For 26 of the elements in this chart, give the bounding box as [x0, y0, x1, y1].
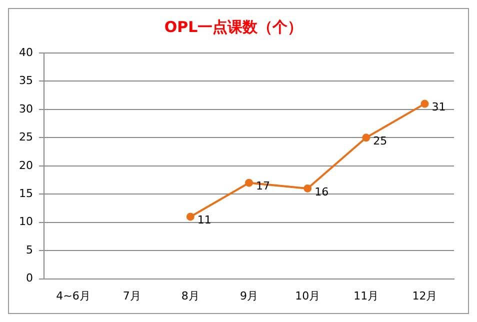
x-tick-label: 12月	[412, 289, 438, 302]
x-tick-label: 7月	[122, 289, 141, 302]
y-tick-label: 5	[26, 243, 33, 256]
x-tick-label: 10月	[295, 289, 320, 302]
data-label: 25	[373, 134, 388, 148]
y-tick-label: 10	[18, 215, 33, 228]
point	[362, 134, 370, 142]
y-tick-label: 30	[18, 102, 33, 116]
data-label: 11	[197, 214, 212, 227]
y-tick-label: 20	[18, 158, 33, 172]
data-label: 16	[314, 185, 329, 198]
x-tick-label: 8月	[181, 289, 200, 302]
y-tick-label: 40	[18, 46, 33, 59]
point	[304, 184, 312, 192]
point	[186, 212, 194, 221]
x-tick-label: 9月	[240, 289, 258, 302]
y-tick-label: 15	[18, 186, 33, 200]
x-tick-label: 4~6月	[56, 289, 90, 302]
y-tick-label: 0	[26, 272, 33, 285]
point	[245, 178, 253, 187]
y-tick-label: 25	[18, 130, 33, 144]
data-label: 31	[432, 100, 446, 114]
x-tick-label: 11月	[354, 289, 379, 302]
point	[420, 100, 429, 108]
y-tick-label: 35	[18, 74, 33, 88]
chart-title: OPL一点课数（个）	[164, 18, 303, 36]
